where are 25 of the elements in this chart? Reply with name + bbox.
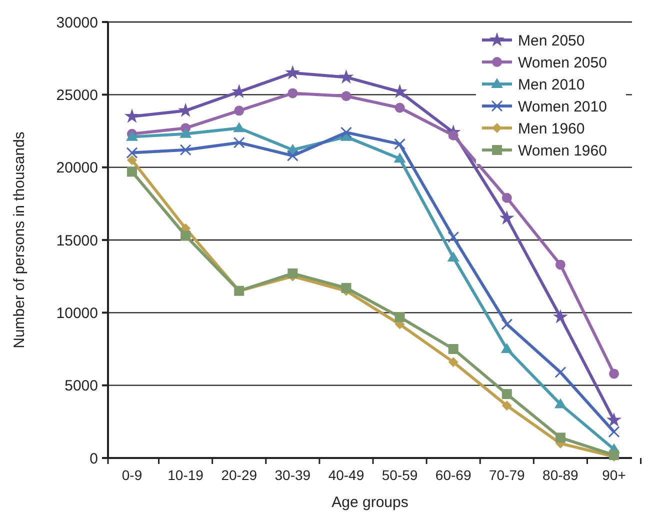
x-tick-label: 30-39: [274, 467, 311, 483]
x-tick-label: 60-69: [435, 467, 472, 483]
x-tick-label: 90+: [602, 467, 626, 483]
x-tick-label: 70-79: [488, 467, 526, 483]
legend-label: Women 1960: [518, 142, 607, 160]
x-axis-title: Age groups: [332, 494, 408, 511]
y-tick-label: 5000: [64, 378, 98, 395]
x-tick-label: 20-29: [221, 467, 258, 483]
legend-label: Men 2050: [518, 32, 585, 50]
legend-label: Women 2010: [518, 98, 607, 116]
legend-label: Men 2010: [518, 76, 585, 94]
legend-label: Men 1960: [518, 120, 585, 138]
x-tick-label: 40-49: [328, 467, 364, 483]
x-tick-label: 80-89: [542, 467, 579, 483]
legend-label: Women 2050: [518, 54, 607, 72]
x-tick-label: 0-9: [122, 467, 142, 483]
y-tick-label: 10000: [56, 304, 98, 322]
x-tick-label: 50-59: [382, 467, 418, 483]
x-tick-label: 10-19: [168, 467, 204, 483]
y-tick-label: 0: [90, 450, 98, 468]
y-tick-label: 15000: [56, 232, 98, 250]
y-tick-label: 25000: [56, 86, 98, 104]
y-axis-title: Number of persons in thousands: [11, 132, 28, 348]
y-tick-label: 20000: [56, 160, 98, 177]
y-tick-label: 30000: [56, 14, 98, 32]
